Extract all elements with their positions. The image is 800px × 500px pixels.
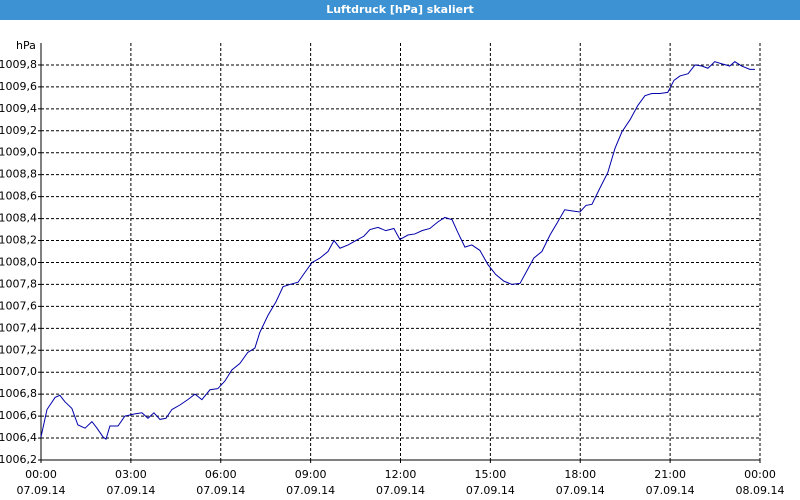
y-tick-label: 1009,8 [0, 58, 37, 71]
x-tick-label: 00:00 [744, 468, 776, 481]
x-tick-date: 07.09.14 [106, 484, 155, 497]
window-title: Luftdruck [hPa] skaliert [0, 0, 800, 20]
x-tick-date: 07.09.14 [17, 484, 66, 497]
x-tick-date: 07.09.14 [466, 484, 515, 497]
y-axis-label: hPa [16, 39, 36, 52]
x-tick-label: 12:00 [385, 468, 417, 481]
y-tick-label: 1009,0 [0, 146, 37, 159]
x-tick-label: 18:00 [564, 468, 596, 481]
y-tick-label: 1007,4 [0, 321, 37, 334]
x-tick-date: 07.09.14 [646, 484, 695, 497]
y-tick-label: 1009,4 [0, 102, 37, 115]
y-tick-label: 1006,8 [0, 387, 37, 400]
y-tick-label: 1009,2 [0, 124, 37, 137]
x-tick-date: 07.09.14 [196, 484, 245, 497]
y-tick-label: 1006,2 [0, 453, 37, 466]
y-tick-label: 1006,4 [0, 431, 37, 444]
x-tick-label: 09:00 [295, 468, 327, 481]
chart: hPa 1006,2 1006,4 1006,6 1006,8 1007,0 1007,2… [0, 39, 785, 497]
y-tick-label: 1008,2 [0, 234, 37, 247]
x-tick-date: 07.09.14 [286, 484, 335, 497]
y-tick-label: 1007,6 [0, 299, 37, 312]
x-tick-date: 08.09.14 [736, 484, 785, 497]
x-tick-label: 15:00 [475, 468, 507, 481]
y-tick-label: 1008,8 [0, 168, 37, 181]
y-tick-label: 1008,4 [0, 212, 37, 225]
y-tick-label: 1007,8 [0, 277, 37, 290]
y-tick-label: 1008,0 [0, 255, 37, 268]
data-line [40, 61, 755, 440]
x-tick-date: 07.09.14 [556, 484, 605, 497]
y-tick-label: 1006,6 [0, 409, 37, 422]
x-tick-label: 21:00 [654, 468, 686, 481]
y-tick-label: 1008,6 [0, 190, 37, 203]
x-tick-date: 07.09.14 [376, 484, 425, 497]
y-tick-label: 1009,6 [0, 80, 37, 93]
y-tick-label: 1007,0 [0, 365, 37, 378]
x-tick-label: 03:00 [115, 468, 147, 481]
x-tick-label: 00:00 [25, 468, 57, 481]
x-tick-label: 06:00 [205, 468, 237, 481]
y-tick-label: 1007,2 [0, 343, 37, 356]
